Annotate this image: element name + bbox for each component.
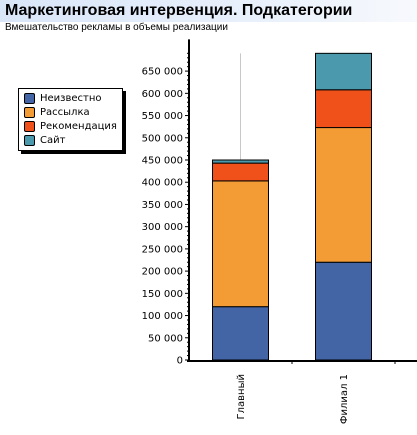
legend-label-recommendation: Рекомендация bbox=[40, 121, 117, 132]
bar-segment bbox=[212, 180, 269, 308]
y-tick-label: 50 000 bbox=[148, 333, 183, 344]
x-tick-label: Главный bbox=[236, 374, 247, 419]
legend-item-unknown: Неизвестно bbox=[24, 92, 102, 105]
y-tick-label: 500 000 bbox=[142, 133, 183, 144]
y-tick-label: 400 000 bbox=[142, 178, 183, 189]
chart-title: Маркетинговая интервенция. Подкатегории bbox=[5, 2, 353, 19]
y-tick-label: 650 000 bbox=[142, 67, 183, 78]
legend-swatch-mailing bbox=[24, 107, 35, 118]
legend-label-unknown: Неизвестно bbox=[40, 93, 102, 104]
legend-label-mailing: Рассылка bbox=[40, 107, 90, 118]
bar-segment bbox=[212, 306, 269, 361]
legend-swatch-site bbox=[24, 135, 35, 146]
y-tick-label: 200 000 bbox=[142, 267, 183, 278]
y-tick-label: 150 000 bbox=[142, 289, 183, 300]
legend-swatch-unknown bbox=[24, 93, 35, 104]
x-tick-label: Филиал 1 bbox=[339, 374, 350, 424]
bar-segment bbox=[212, 159, 269, 164]
y-tick-label: 300 000 bbox=[142, 222, 183, 233]
legend-swatch-recommendation bbox=[24, 121, 35, 132]
y-tick-label: 350 000 bbox=[142, 200, 183, 211]
bar-segment bbox=[315, 52, 372, 91]
y-tick-label: 250 000 bbox=[142, 244, 183, 255]
bar-segment bbox=[315, 127, 372, 263]
bar-segment bbox=[212, 162, 269, 182]
y-tick-label: 0 bbox=[177, 356, 183, 367]
title-bar: Маркетинговая интервенция. Подкатегории bbox=[0, 0, 417, 22]
y-tick-label: 550 000 bbox=[142, 111, 183, 122]
chart-subtitle: Вмешательство рекламы в объемы реализаци… bbox=[5, 22, 228, 33]
bar-segment bbox=[315, 261, 372, 361]
legend-item-mailing: Рассылка bbox=[24, 106, 90, 119]
bar-segment bbox=[315, 89, 372, 129]
y-tick-label: 600 000 bbox=[142, 89, 183, 100]
y-tick-label: 100 000 bbox=[142, 311, 183, 322]
legend-label-site: Сайт bbox=[40, 135, 66, 146]
y-tick-label: 450 000 bbox=[142, 156, 183, 167]
legend-item-site: Сайт bbox=[24, 134, 65, 147]
legend-item-recommendation: Рекомендация bbox=[24, 120, 117, 133]
chart-legend: Неизвестно Рассылка Рекомендация Сайт bbox=[18, 88, 123, 151]
